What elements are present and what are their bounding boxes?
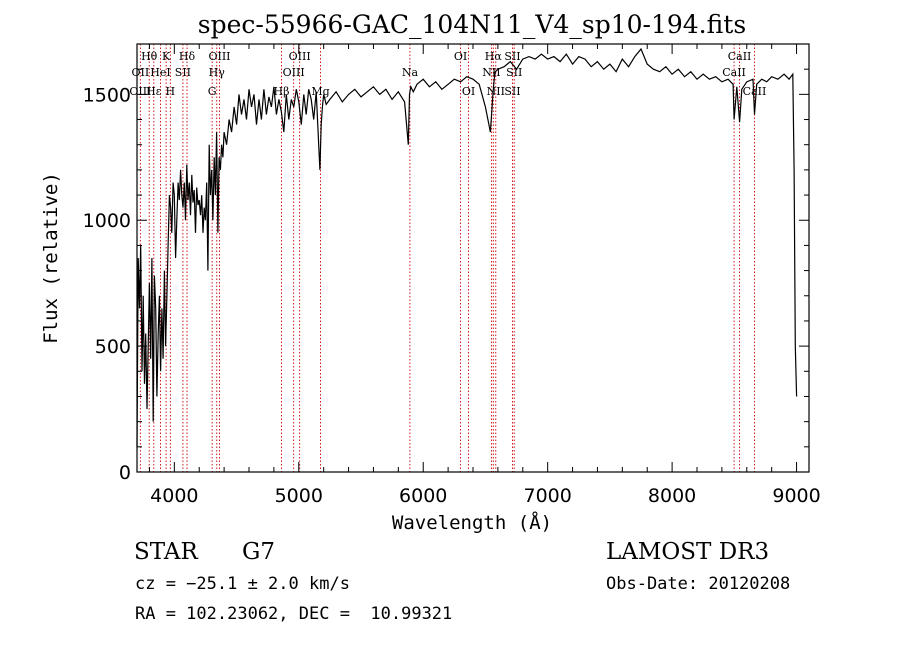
line-label: NII bbox=[482, 66, 500, 79]
line-label: G bbox=[208, 85, 217, 98]
redshift-text: cz = −25.1 ± 2.0 km/s bbox=[135, 574, 350, 594]
spectral-line-markers bbox=[139, 44, 755, 472]
object-class: STAR bbox=[134, 539, 198, 565]
line-label: OIII bbox=[283, 66, 305, 79]
line-label: OIII bbox=[208, 50, 230, 63]
survey-name: LAMOST DR3 bbox=[606, 539, 770, 565]
x-tick-label: 9000 bbox=[772, 485, 820, 507]
line-label: SII bbox=[504, 85, 520, 98]
line-label: Na bbox=[402, 66, 419, 79]
line-label: OI bbox=[462, 85, 475, 98]
line-label: SII bbox=[504, 50, 520, 63]
x-tick-label: 8000 bbox=[648, 485, 696, 507]
line-label: OIII bbox=[289, 50, 311, 63]
spectrum-line bbox=[136, 47, 798, 447]
y-tick-label: 1000 bbox=[83, 210, 131, 232]
line-label: H bbox=[166, 85, 176, 98]
line-label: Hδ bbox=[179, 50, 196, 63]
subclass: G7 bbox=[242, 539, 276, 565]
coordinates: RA = 102.23062, DEC = 10.99321 bbox=[135, 604, 453, 624]
y-tick-label: 500 bbox=[95, 336, 131, 358]
obs-date: Obs-Date: 20120208 bbox=[606, 574, 791, 594]
y-tick-label: 0 bbox=[119, 462, 131, 484]
line-label: CaII bbox=[722, 66, 746, 79]
line-label: Hβ bbox=[274, 85, 290, 98]
y-tick-label: 1500 bbox=[83, 84, 131, 106]
line-label: Hε bbox=[146, 85, 162, 98]
x-axis-label: Wavelength (Å) bbox=[392, 511, 552, 534]
line-label: K bbox=[162, 50, 171, 63]
line-label: Hθ bbox=[141, 50, 158, 63]
line-label: SII bbox=[175, 66, 191, 79]
line-label: CaII bbox=[728, 50, 752, 63]
line-label: OII bbox=[132, 66, 150, 79]
x-axis-ticks: 4000 5000 6000 7000 8000 9000 bbox=[148, 44, 821, 507]
y-axis-label: Flux (relative) bbox=[40, 172, 62, 344]
line-label: Hγ bbox=[209, 66, 226, 79]
x-tick-label: 4000 bbox=[150, 485, 198, 507]
x-tick-label: 7000 bbox=[523, 485, 571, 507]
line-label: HeI bbox=[150, 66, 170, 79]
line-label: OI bbox=[454, 50, 467, 63]
x-tick-label: 6000 bbox=[399, 485, 447, 507]
chart-title: spec-55966-GAC_104N11_V4_sp10-194.fits bbox=[198, 10, 746, 39]
y-axis-ticks: 0 500 1000 1500 bbox=[83, 43, 809, 484]
line-label: Mg bbox=[311, 85, 329, 98]
line-label: CaII bbox=[743, 85, 767, 98]
line-label: Hα bbox=[485, 50, 503, 63]
x-tick-label: 5000 bbox=[275, 485, 323, 507]
line-label: SII bbox=[506, 66, 522, 79]
line-label: NII bbox=[487, 85, 505, 98]
